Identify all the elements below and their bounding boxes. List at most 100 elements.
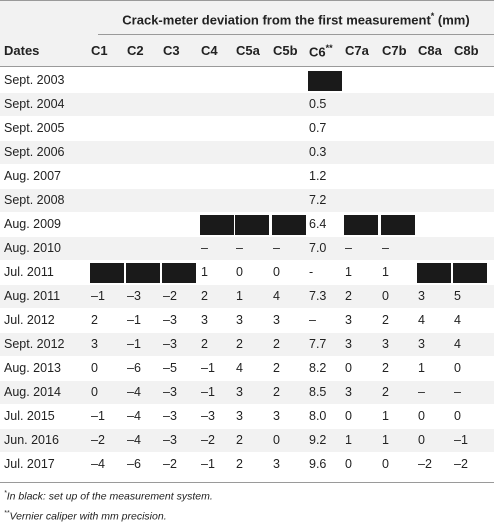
value-cell: 2 <box>201 337 208 351</box>
col-header-label: C2 <box>127 43 144 58</box>
value-cell: –3 <box>163 313 177 327</box>
value-cell: – <box>273 241 280 255</box>
value-cell: –4 <box>127 433 141 447</box>
value-cell: 1 <box>382 433 389 447</box>
table-row: Sept. 2008 7.2 <box>0 189 494 212</box>
col-header-c3: C3 <box>163 43 180 58</box>
date-cell: Jul. 2011 <box>4 265 54 279</box>
value-cell: 0.5 <box>309 97 327 111</box>
value-cell: –3 <box>201 409 215 423</box>
value-cell: 3 <box>273 409 280 423</box>
date-cell: Aug. 2010 <box>4 241 61 255</box>
value-cell: –6 <box>127 457 141 471</box>
value-cell: 3 <box>91 337 98 351</box>
value-cell: 3 <box>273 457 280 471</box>
col-header-label: C5a <box>236 43 260 58</box>
value-cell: 1 <box>382 265 389 279</box>
value-cell: 7.0 <box>309 241 327 255</box>
setup-marker <box>417 263 451 283</box>
table-row: Sept. 2003 <box>0 69 494 92</box>
value-cell: –3 <box>163 409 177 423</box>
table-row: Aug. 2010 – – – 7.0 – – <box>0 237 494 260</box>
value-cell: 1 <box>345 265 352 279</box>
footnote-2: **Vernier caliper with mm precision. <box>4 510 167 523</box>
value-cell: 0 <box>418 433 425 447</box>
date-cell: Sept. 2004 <box>4 97 65 111</box>
value-cell: 3 <box>273 313 280 327</box>
table-row: Sept. 2005 0.7 <box>0 117 494 140</box>
table-row: Jul. 2017 –4 –6 –2 –1 2 3 9.6 0 0 –2 –2 <box>0 453 494 476</box>
setup-marker <box>162 263 196 283</box>
col-header-c4: C4 <box>201 43 218 58</box>
value-cell: 0 <box>236 265 243 279</box>
value-cell: 7.2 <box>309 193 327 207</box>
value-cell: 9.6 <box>309 457 327 471</box>
setup-marker <box>90 263 124 283</box>
value-cell: 0 <box>345 457 352 471</box>
setup-marker <box>344 215 378 235</box>
value-cell: 0 <box>454 409 461 423</box>
value-cell: 3 <box>345 385 352 399</box>
table-row: Jun. 2016 –2 –4 –3 –2 2 0 9.2 1 1 0 –1 <box>0 429 494 452</box>
value-cell: 7.7 <box>309 337 327 351</box>
table-row: Jul. 2011 1 0 0 - 1 1 <box>0 261 494 284</box>
value-cell: –6 <box>127 361 141 375</box>
caption-mark: * <box>430 11 435 21</box>
value-cell: – <box>309 313 316 327</box>
table-row: Aug. 2014 0 –4 –3 –1 3 2 8.5 3 2 – – <box>0 381 494 404</box>
col-header-label: C7b <box>382 43 407 58</box>
value-cell: – <box>201 241 208 255</box>
value-cell: –1 <box>127 313 141 327</box>
value-cell: 2 <box>382 361 389 375</box>
value-cell: 3 <box>236 385 243 399</box>
value-cell: –2 <box>418 457 432 471</box>
value-cell: 0 <box>91 385 98 399</box>
table-row: Aug. 2011 –1 –3 –2 2 1 4 7.3 2 0 3 5 <box>0 285 494 308</box>
col-header-c5b: C5b <box>273 43 298 58</box>
table-row: Aug. 2013 0 –6 –5 –1 4 2 8.2 0 2 1 0 <box>0 357 494 380</box>
header-band <box>0 0 494 34</box>
date-cell: Sept. 2003 <box>4 73 65 87</box>
value-cell: – <box>454 385 461 399</box>
caption-unit: (mm) <box>437 12 470 28</box>
col-header-label: C6 <box>309 44 326 60</box>
col-header-c5a: C5a <box>236 43 260 58</box>
value-cell: 2 <box>382 313 389 327</box>
col-header-label: C7a <box>345 43 369 58</box>
setup-marker <box>200 215 234 235</box>
col-header-c8b: C8b <box>454 43 479 58</box>
value-cell: – <box>345 241 352 255</box>
column-header-band <box>0 34 494 66</box>
value-cell: 1 <box>345 433 352 447</box>
value-cell: 0 <box>418 409 425 423</box>
value-cell: –1 <box>127 337 141 351</box>
value-cell: – <box>382 241 389 255</box>
value-cell: 8.0 <box>309 409 327 423</box>
value-cell: 0 <box>454 361 461 375</box>
value-cell: – <box>418 385 425 399</box>
value-cell: 2 <box>236 337 243 351</box>
value-cell: –4 <box>127 385 141 399</box>
value-cell: 3 <box>382 337 389 351</box>
value-cell: 0 <box>273 265 280 279</box>
date-cell: Jul. 2012 <box>4 313 55 327</box>
date-cell: Aug. 2011 <box>4 289 61 303</box>
table-row: Aug. 2007 1.2 <box>0 165 494 188</box>
value-cell: 0.7 <box>309 121 327 135</box>
col-header-c6: C6** <box>309 43 333 59</box>
value-cell: 3 <box>345 313 352 327</box>
value-cell: 2 <box>201 289 208 303</box>
value-cell: 3 <box>345 337 352 351</box>
value-cell: 1 <box>201 265 208 279</box>
footnote-1-mark: * <box>4 490 7 497</box>
table-row: Sept. 2006 0.3 <box>0 141 494 164</box>
value-cell: 8.2 <box>309 361 327 375</box>
value-cell: –2 <box>163 289 177 303</box>
value-cell: 2 <box>236 457 243 471</box>
setup-marker <box>453 263 487 283</box>
date-cell: Sept. 2006 <box>4 145 65 159</box>
bottom-rule <box>0 482 494 483</box>
caption-rule <box>98 34 494 35</box>
value-cell: –1 <box>454 433 468 447</box>
date-cell: Sept. 2005 <box>4 121 65 135</box>
